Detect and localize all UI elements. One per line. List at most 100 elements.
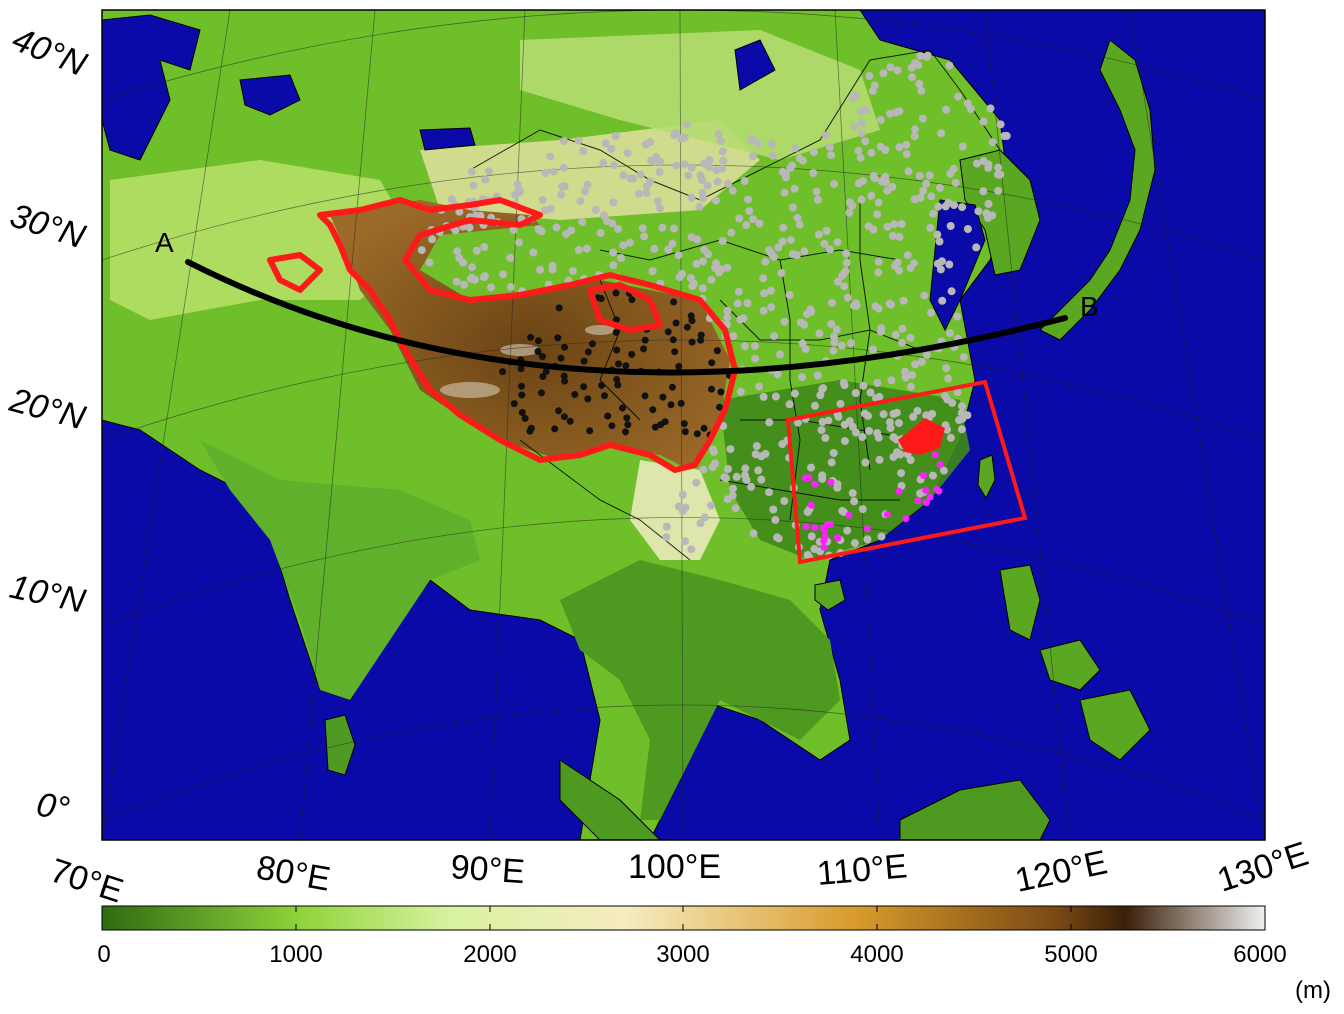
transect-start-label: A: [155, 227, 174, 258]
station-marker: [667, 401, 675, 409]
station-marker: [904, 167, 913, 176]
station-marker: [926, 223, 935, 232]
station-marker: [472, 246, 481, 255]
station-marker: [677, 134, 686, 143]
station-marker: [743, 299, 752, 308]
station-marker: [699, 257, 707, 266]
station-marker: [829, 449, 838, 457]
station-marker: [790, 389, 799, 398]
station-marker: [510, 400, 518, 408]
station-marker: [560, 182, 569, 191]
station-marker: [761, 449, 770, 458]
station-marker: [827, 458, 836, 467]
station-marker: [888, 231, 897, 240]
station-marker: [902, 140, 911, 149]
station-marker: [580, 357, 588, 365]
station-marker: [712, 166, 721, 175]
colorbar-tick-5000: 5000: [1044, 941, 1097, 968]
station-marker: [687, 193, 696, 202]
station-marker: [933, 230, 942, 239]
lon-label-90: 90°E: [449, 848, 526, 891]
station-marker: [749, 152, 757, 161]
station-marker: [677, 399, 685, 407]
station-marker: [833, 534, 841, 542]
station-marker: [692, 259, 701, 268]
station-marker: [803, 551, 812, 559]
station-marker: [953, 388, 962, 397]
station-marker: [546, 204, 555, 213]
station-marker: [793, 213, 802, 222]
station-marker: [655, 167, 664, 176]
station-marker: [877, 532, 886, 541]
lon-label-110: 110°E: [815, 847, 908, 893]
station-marker: [887, 376, 896, 385]
station-marker: [771, 392, 780, 401]
station-marker: [428, 235, 437, 244]
station-marker: [741, 471, 749, 480]
station-marker: [732, 472, 741, 481]
station-marker: [755, 219, 764, 228]
station-marker: [792, 251, 801, 260]
station-marker: [614, 225, 623, 233]
station-marker: [936, 265, 945, 274]
station-marker: [946, 329, 954, 338]
station-marker: [765, 488, 773, 497]
station-marker: [649, 406, 657, 414]
station-marker: [778, 167, 787, 176]
station-marker: [901, 367, 909, 376]
inland-water: [102, 14, 776, 161]
station-marker: [604, 412, 612, 420]
station-marker: [481, 175, 490, 184]
station-marker: [588, 340, 596, 348]
station-marker: [576, 197, 585, 206]
station-marker: [476, 211, 485, 220]
station-marker: [922, 486, 930, 494]
station-marker: [608, 219, 617, 228]
station-marker: [638, 224, 647, 233]
station-marker: [879, 69, 888, 78]
station-marker: [487, 283, 495, 292]
station-marker: [642, 189, 651, 198]
station-marker: [946, 169, 955, 178]
station-marker: [499, 368, 507, 376]
station-marker: [636, 170, 645, 179]
station-marker: [467, 273, 476, 282]
station-marker: [680, 420, 688, 428]
station-marker: [768, 151, 777, 160]
station-marker: [820, 537, 828, 545]
station-marker: [951, 178, 960, 187]
station-marker: [615, 360, 622, 368]
station-marker: [966, 105, 975, 113]
station-marker: [609, 261, 618, 270]
station-marker: [692, 478, 701, 487]
station-marker: [460, 280, 468, 289]
station-marker: [979, 157, 988, 165]
station-marker: [798, 339, 807, 348]
station-marker: [847, 339, 855, 348]
station-marker: [817, 426, 826, 435]
station-marker: [650, 244, 659, 253]
colorbar-unit: (m): [1295, 977, 1331, 1004]
station-marker: [946, 222, 955, 230]
station-marker: [897, 220, 906, 228]
station-marker: [803, 508, 812, 516]
station-marker: [958, 203, 967, 212]
station-marker: [657, 421, 665, 429]
station-marker: [780, 188, 789, 197]
station-marker: [518, 382, 525, 390]
station-marker: [910, 259, 918, 268]
station-marker: [668, 383, 676, 391]
station-marker: [865, 72, 874, 80]
station-marker: [820, 239, 829, 248]
station-marker: [521, 414, 529, 422]
station-marker: [974, 207, 983, 216]
highlight-region: [898, 418, 945, 455]
station-marker: [858, 505, 867, 514]
station-marker: [825, 143, 834, 151]
station-marker: [548, 265, 557, 274]
latitude-labels: 40°N 30°N 20°N 10°N 0°: [5, 20, 92, 828]
station-marker: [635, 189, 644, 198]
station-marker: [801, 474, 809, 482]
station-marker: [480, 273, 488, 282]
station-marker: [680, 160, 689, 169]
